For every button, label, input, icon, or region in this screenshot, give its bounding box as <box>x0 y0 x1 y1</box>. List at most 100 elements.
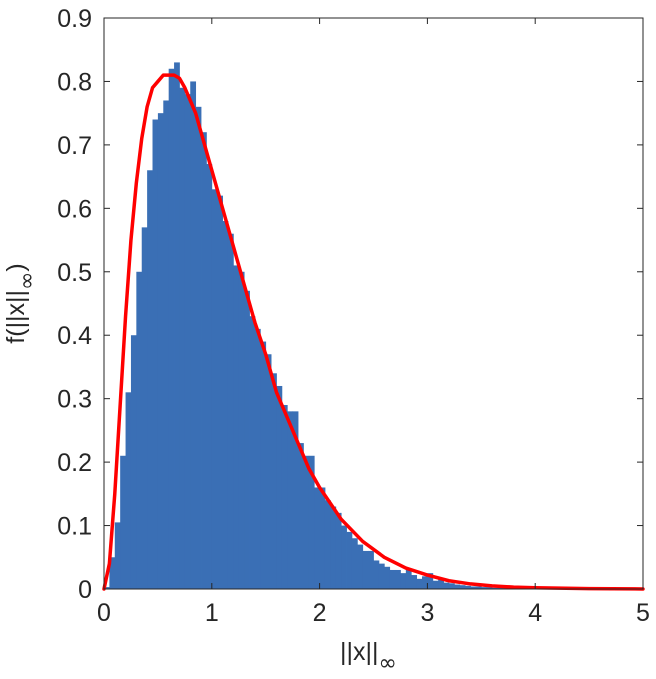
histogram-bar <box>292 411 299 589</box>
histogram-bar <box>362 550 369 589</box>
y-axis-label-subscript: ∞ <box>15 272 40 290</box>
histogram-bar <box>233 265 240 589</box>
histogram-bar <box>405 569 412 589</box>
histogram-bar <box>260 341 267 589</box>
histogram-bar <box>400 573 407 589</box>
histogram-bar <box>486 587 493 589</box>
histogram-bar <box>287 411 294 589</box>
x-axis-label-main: ||x|| <box>340 638 378 666</box>
histogram-bar <box>319 487 326 589</box>
x-axis-label: ||x||∞ <box>340 638 397 676</box>
histogram-bar <box>470 586 477 589</box>
histogram-bar <box>335 512 342 589</box>
x-tick-label: 5 <box>636 599 650 627</box>
y-tick-label: 0.7 <box>57 132 92 160</box>
histogram-bar <box>368 550 374 589</box>
x-tick-label: 1 <box>205 599 219 627</box>
histogram-bar <box>227 233 234 589</box>
y-axis-label-suffix: ) <box>2 263 30 271</box>
histogram-bar <box>222 221 229 589</box>
x-tick-label: 3 <box>420 599 434 627</box>
histogram-bar <box>454 584 461 589</box>
histogram-bar <box>152 119 159 589</box>
histogram-bar <box>217 195 223 589</box>
histogram-bar <box>389 569 396 589</box>
histogram-bar <box>211 189 218 590</box>
histogram-bar <box>163 100 170 589</box>
histogram-bar <box>265 354 272 589</box>
y-tick-label: 0.5 <box>57 259 92 287</box>
histogram-bar <box>351 538 358 589</box>
x-tick-labels: 0 1 2 3 4 5 <box>97 599 650 627</box>
x-axis-label-subscript: ∞ <box>378 651 396 676</box>
histogram-bar <box>459 585 466 589</box>
histogram-bar <box>346 531 353 589</box>
histogram-bar <box>195 106 202 590</box>
histogram-bar <box>303 455 310 589</box>
histogram-bar <box>174 62 180 589</box>
histogram-bar <box>168 68 175 589</box>
histogram-bar <box>492 587 498 589</box>
histogram-bar <box>271 373 277 589</box>
histogram-bar <box>411 575 418 589</box>
histogram-bar <box>314 487 320 589</box>
y-tick-label: 0.8 <box>57 68 92 96</box>
histogram-bar <box>190 81 197 589</box>
histogram-bar <box>378 563 385 589</box>
histogram-bar <box>109 557 116 589</box>
histogram-bar <box>427 573 434 589</box>
histogram-bar <box>157 113 164 590</box>
histogram-bar <box>416 578 423 589</box>
histogram-bar <box>104 587 110 589</box>
axis-ticks <box>103 17 644 590</box>
histogram-bar <box>281 405 288 589</box>
histogram-bar <box>438 579 444 589</box>
histogram-bar <box>330 506 337 589</box>
histogram-bar <box>179 87 186 590</box>
histogram-bar <box>443 582 450 589</box>
histogram-bar <box>298 443 304 589</box>
y-tick-label: 0.4 <box>57 322 92 350</box>
histogram-bar <box>249 316 256 589</box>
histogram-bar <box>373 560 380 589</box>
y-tick-label: 0.6 <box>57 195 92 223</box>
histogram-bar <box>254 328 261 589</box>
histogram-bars <box>104 62 644 590</box>
histogram-bar <box>276 385 283 589</box>
histogram-bar <box>120 455 126 589</box>
histogram-bar <box>384 566 391 589</box>
histogram-bar <box>125 392 132 589</box>
y-axis-label: f(||x||∞) <box>2 263 40 343</box>
histogram-bar <box>238 271 245 589</box>
histogram-bar <box>308 455 315 589</box>
density-curve <box>102 73 645 591</box>
histogram-bar <box>114 522 121 589</box>
y-tick-label: 0.3 <box>57 386 92 414</box>
histogram-bar <box>201 132 207 589</box>
histogram-bar <box>481 587 488 589</box>
y-tick-label: 0.2 <box>57 449 92 477</box>
x-tick-label: 0 <box>97 599 111 627</box>
histogram-bar <box>244 290 250 589</box>
y-axis-label-main: f(||x|| <box>2 290 30 344</box>
x-tick-label: 2 <box>313 599 327 627</box>
histogram-bar <box>324 500 331 589</box>
plot-frame <box>103 17 644 590</box>
histogram-bar <box>432 580 439 589</box>
y-tick-labels: 0 0.1 0.2 0.3 0.4 0.5 0.6 0.7 0.8 0.9 <box>57 5 92 604</box>
histogram-bar <box>206 163 213 589</box>
histogram-bar <box>141 227 148 589</box>
histogram-bar <box>341 525 347 589</box>
y-tick-label: 0.9 <box>57 5 92 33</box>
histogram-bar <box>422 576 428 589</box>
histogram-bar <box>147 170 153 589</box>
histogram-bar <box>497 587 504 589</box>
y-tick-label: 0.1 <box>57 513 92 541</box>
histogram-bar <box>130 335 137 589</box>
histogram-bar <box>465 585 471 589</box>
histogram-bar <box>475 586 482 589</box>
y-tick-label: 0 <box>78 576 92 604</box>
histogram-bar <box>448 583 455 589</box>
histogram-bar <box>357 544 364 589</box>
